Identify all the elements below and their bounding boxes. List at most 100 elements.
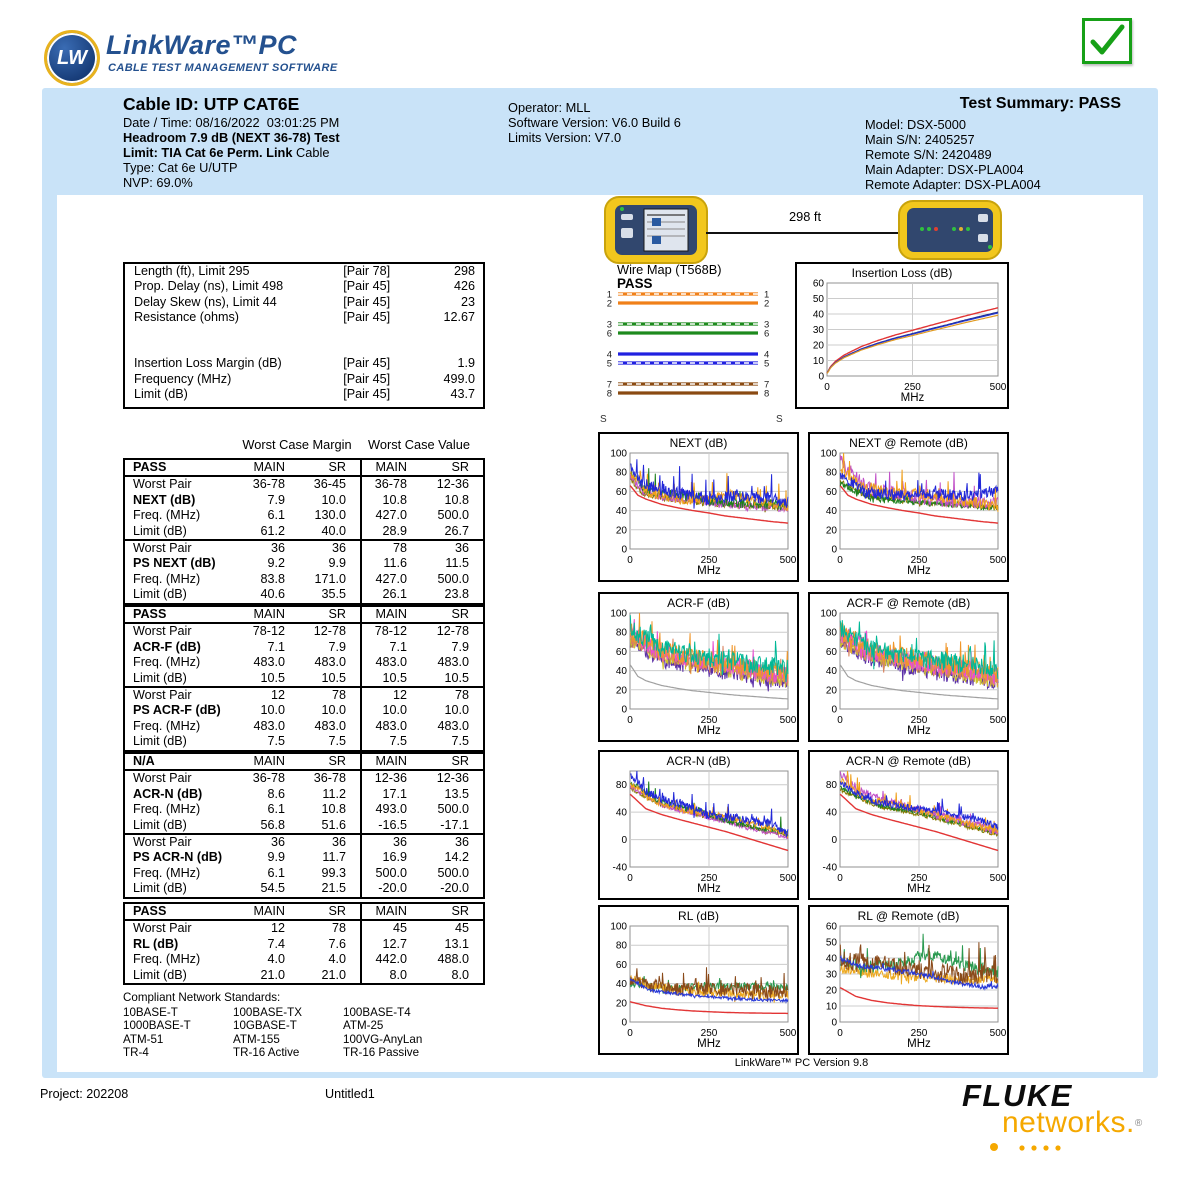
table-header-row: PASS MAIN SR MAIN SR — [125, 904, 483, 922]
wiremap-status: PASS — [617, 276, 653, 291]
svg-text:20: 20 — [826, 685, 838, 696]
svg-text:500: 500 — [780, 873, 797, 884]
table-header-row: PASS MAIN SR MAIN SR — [125, 607, 483, 625]
table-row: Freq. (MHz) 6.1 99.3 500.0 500.0 — [133, 865, 469, 882]
svg-text:3: 3 — [607, 320, 612, 331]
logo-subtitle: CABLE TEST MANAGEMENT SOFTWARE — [108, 62, 338, 74]
standard-item: 1000BASE-T — [123, 1019, 191, 1033]
svg-text:MHz: MHz — [907, 883, 931, 895]
svg-text:40: 40 — [826, 954, 838, 965]
remote-adapter: Remote Adapter: DSX-PLA004 — [865, 177, 1041, 192]
rl-chart: RL (dB) 0 20 40 60 80 100 0 250 500 MHz — [598, 905, 799, 1055]
svg-text:10: 10 — [826, 1002, 838, 1013]
svg-text:250: 250 — [701, 715, 718, 726]
table-row: Worst Pair 12 78 45 45 — [133, 920, 469, 937]
svg-text:250: 250 — [911, 555, 928, 566]
svg-text:0: 0 — [837, 1028, 843, 1039]
worst-case-value-label: Worst Case Value — [368, 437, 470, 452]
svg-text:6: 6 — [607, 329, 612, 340]
svg-text:ACR-N (dB): ACR-N (dB) — [666, 754, 730, 768]
svg-text:100: 100 — [610, 609, 627, 620]
table-row: Worst Pair 36-78 36-78 12-36 12-36 — [133, 770, 469, 787]
svg-text:30: 30 — [826, 970, 838, 981]
main-adapter: Main Adapter: DSX-PLA004 — [865, 162, 1024, 177]
remote-sn: Remote S/N: 2420489 — [865, 147, 992, 162]
svg-text:S: S — [600, 414, 607, 425]
svg-text:30: 30 — [813, 325, 825, 336]
table-header-row: N/A MAIN SR MAIN SR — [125, 754, 483, 772]
table-row: Freq. (MHz) 83.8 171.0 427.0 500.0 — [133, 571, 469, 588]
svg-text:250: 250 — [911, 715, 928, 726]
svg-text:20: 20 — [616, 525, 628, 536]
standard-item: 10BASE-T — [123, 1006, 178, 1019]
svg-text:0: 0 — [621, 545, 627, 556]
result-table-rl: PASS MAIN SR MAIN SR Worst Pair 12 78 45 45 RL (dB… — [123, 902, 485, 986]
standard-item: 100BASE-T4 — [343, 1006, 411, 1019]
next-remote-chart: NEXT @ Remote (dB) 0 20 40 60 80 100 0 250 500 MHz — [808, 432, 1009, 582]
table-row: Prop. Delay (ns), Limit 498 [Pair 45] 426 — [134, 279, 475, 294]
limits-version: Limits Version: V7.0 — [508, 130, 622, 145]
svg-text:250: 250 — [701, 873, 718, 884]
svg-text:8: 8 — [764, 389, 769, 400]
svg-text:500: 500 — [990, 1028, 1007, 1039]
table-row: Freq. (MHz) 4.0 4.0 442.0 488.0 — [133, 952, 469, 968]
svg-text:40: 40 — [616, 979, 628, 990]
svg-text:-40: -40 — [613, 863, 628, 874]
table-row: PS ACR-N (dB) 9.9 11.7 16.9 14.2 — [133, 850, 469, 866]
table-row: RL (dB) 7.4 7.6 12.7 13.1 — [133, 936, 469, 953]
svg-text:MHz: MHz — [907, 1038, 931, 1050]
table-row: Worst Pair 36 36 78 36 — [125, 539, 483, 557]
svg-text:500: 500 — [780, 1028, 797, 1039]
svg-text:4: 4 — [764, 350, 769, 361]
svg-text:20: 20 — [826, 986, 838, 997]
svg-text:MHz: MHz — [901, 392, 925, 404]
pass-check-icon — [1082, 18, 1132, 64]
svg-text:80: 80 — [616, 468, 628, 479]
svg-text:500: 500 — [990, 715, 1007, 726]
table-row: Freq. (MHz) 6.1 130.0 427.0 500.0 — [133, 508, 469, 524]
wiremap-title: Wire Map (T568B) — [617, 262, 722, 277]
table-row: Limit (dB) 61.2 40.0 28.9 26.7 — [125, 523, 483, 541]
badge-text: LW — [57, 46, 87, 69]
svg-text:40: 40 — [826, 666, 838, 677]
svg-text:80: 80 — [826, 780, 838, 791]
svg-text:500: 500 — [780, 715, 797, 726]
svg-text:MHz: MHz — [697, 725, 721, 737]
svg-text:0: 0 — [831, 835, 837, 846]
svg-text:3: 3 — [764, 320, 769, 331]
svg-text:ACR-F (dB): ACR-F (dB) — [667, 596, 730, 610]
result-table-acrn: N/A MAIN SR MAIN SR Worst Pair 36-78 36-78 12-36… — [123, 752, 485, 899]
svg-text:250: 250 — [911, 1028, 928, 1039]
standard-item: ATM-155 — [233, 1032, 280, 1046]
file-label: Untitled1 — [325, 1087, 375, 1101]
svg-text:60: 60 — [616, 960, 628, 971]
headroom: Headroom 7.9 dB (NEXT 36-78) Test — [123, 130, 340, 145]
svg-text:0: 0 — [831, 1018, 837, 1029]
svg-text:50: 50 — [826, 938, 838, 949]
svg-text:80: 80 — [616, 780, 628, 791]
svg-text:40: 40 — [616, 666, 628, 677]
svg-text:0: 0 — [627, 1028, 633, 1039]
table-row — [125, 326, 483, 341]
table-row: Freq. (MHz) 483.0 483.0 483.0 483.0 — [133, 655, 469, 671]
acrn-chart: ACR-N (dB) -40 0 40 80 0 250 500 MHz — [598, 750, 799, 900]
table-row: Limit (dB) 21.0 21.0 8.0 8.0 — [133, 967, 469, 984]
fluke-logo-text: FLUKE — [962, 1078, 1073, 1113]
svg-text:250: 250 — [701, 555, 718, 566]
svg-text:60: 60 — [616, 487, 628, 498]
svg-text:0: 0 — [627, 873, 633, 884]
svg-text:0: 0 — [621, 835, 627, 846]
svg-text:7: 7 — [607, 380, 612, 391]
svg-text:40: 40 — [616, 808, 628, 819]
cable-type: Type: Cat 6e U/UTP — [123, 160, 238, 175]
rl-remote-chart: RL @ Remote (dB) 0 10 20 30 40 50 60 0 250 500 MHz — [808, 905, 1009, 1055]
svg-text:5: 5 — [607, 359, 612, 370]
next-chart: NEXT (dB) 0 20 40 60 80 100 0 250 500 MHz — [598, 432, 799, 582]
svg-text:0: 0 — [627, 555, 633, 566]
svg-text:RL @ Remote (dB): RL @ Remote (dB) — [858, 909, 960, 923]
acrn-remote-chart: ACR-N @ Remote (dB) -40 0 40 80 0 250 500 MHz — [808, 750, 1009, 900]
standards-title: Compliant Network Standards: — [123, 991, 281, 1004]
svg-text:0: 0 — [621, 705, 627, 716]
table-row: ACR-F (dB) 7.1 7.9 7.1 7.9 — [133, 639, 469, 656]
